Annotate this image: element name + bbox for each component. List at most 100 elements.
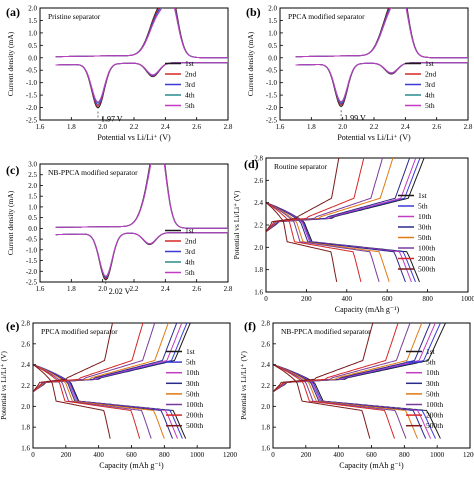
y-tick-label: 1.8 [21,424,30,432]
x-tick-label: 2.8 [464,123,473,131]
series-line-200th-discharge [273,364,395,439]
series-line-5th [295,8,468,103]
y-tick-label: 2.0 [28,5,37,13]
x-tick-label: 1200 [463,451,474,459]
x-tick-label: 2.4 [161,285,170,293]
y-tick-label: 1.0 [28,29,37,37]
legend-label: 1st [418,191,428,200]
legend-label: 50th [186,389,200,398]
plot-area [33,323,191,439]
series-line-50th-discharge [273,364,418,439]
x-tick-label: 400 [93,451,104,459]
chart-title: NB-PPCA modified separator [48,168,138,177]
annotation-text: 2.02 V [109,287,131,296]
y-tick-label: -1.0 [26,79,38,87]
y-tick-label: 2.6 [21,340,30,348]
y-tick-label: 2.4 [254,199,263,207]
x-axis-label: Potential vs Li/Li⁺ (V) [337,133,411,142]
y-tick-label: -2.0 [26,104,38,112]
y-tick-label: -1.5 [26,92,38,100]
y-axis-label: Potential vs Li/Li⁺ (V) [0,351,8,420]
x-tick-label: 1000 [461,295,474,303]
y-axis-label: Potential vs Li/Li⁺ (V) [232,190,241,259]
x-tick-label: 1.8 [307,123,316,131]
y-tick-label: -0.5 [26,67,38,75]
series-line-100th-discharge [266,202,380,283]
series-line-30th-discharge [33,364,173,439]
y-tick-label: -2.0 [26,268,38,276]
y-tick-label: 0.0 [268,54,277,62]
y-axis-label: Current density (mA) [6,190,15,255]
y-tick-label: 2.0 [261,403,270,411]
x-tick-label: 1.6 [276,123,285,131]
series-line-5th [55,164,228,278]
legend-label: 30th [186,379,200,388]
panel-1: (a) 1.6 1.8 2.0 2.2 2.4 2.6 2.8 2.0 1.5 1.0 0.5 0.0 -… [6,5,233,143]
chart-title: PPCA modified separator [41,327,118,336]
x-tick-label: 600 [382,295,393,303]
series-line-500th-charge [273,323,374,393]
series-line-30th-discharge [266,202,406,283]
y-tick-label: 2.2 [254,222,263,230]
legend-label: 4th [425,91,435,100]
legend-label: 4th [185,91,195,100]
x-tick-label: 2.8 [224,285,233,293]
y-tick-label: 1.8 [261,424,270,432]
x-tick-label: 0 [31,451,35,459]
legend-label: 3rd [185,247,195,256]
legend-label: 100th [186,400,203,409]
legend-label: 10th [418,212,432,221]
y-tick-label: 2.8 [21,320,30,328]
x-tick-label: 200 [301,451,312,459]
y-tick-label: 1.5 [28,193,37,201]
axes-frame [265,157,469,293]
y-tick-label: 2.8 [254,155,263,163]
panel-label: (e) [6,319,19,333]
y-tick-label: 2.0 [268,5,277,13]
series-line-30th-discharge [273,364,427,439]
y-tick-label: 1.0 [268,29,277,37]
panel-label: (b) [246,5,261,19]
y-tick-label: 1.5 [268,17,277,25]
legend-label: 10th [426,368,440,377]
x-tick-label: 800 [399,451,410,459]
x-tick-label: 2.6 [192,123,201,131]
legend-label: 100th [418,244,435,253]
legend-label: 2nd [425,70,437,79]
series-line-500th-discharge [273,364,371,439]
x-tick-label: 1.8 [67,285,76,293]
legend-label: 10th [186,368,200,377]
y-tick-label: -1.5 [266,92,278,100]
y-tick-label: 3.0 [28,161,37,169]
plot-area [273,323,446,439]
y-tick-label: 2.2 [261,382,270,390]
y-tick-label: 1.5 [28,17,37,25]
y-axis-label: Current density (mA) [246,31,255,96]
x-tick-label: 2.2 [130,285,139,293]
x-tick-label: 0 [264,295,268,303]
y-axis-label: Current density (mA) [6,31,15,96]
y-tick-label: 0.0 [28,54,37,62]
y-tick-label: 1.6 [261,445,270,453]
legend-label: 1st [185,226,195,235]
y-tick-label: -1.0 [266,79,278,87]
y-tick-label: -1.5 [26,257,38,265]
y-tick-label: 2.4 [21,361,30,369]
x-tick-label: 200 [301,295,312,303]
legend-label: 500th [186,421,203,430]
axes-frame [39,163,229,283]
y-tick-label: 2.0 [21,403,30,411]
x-tick-label: 1.6 [36,285,45,293]
series-line-100th-discharge [33,364,152,439]
legend-label: 500th [418,265,435,274]
y-tick-label: 0.0 [28,225,37,233]
legend-label: 200th [186,411,203,420]
plot-area [55,164,228,281]
y-tick-label: 2.5 [28,171,37,179]
panel-label: (d) [244,157,259,171]
x-tick-label: 2.4 [401,123,410,131]
y-tick-label: -2.5 [26,279,38,287]
y-tick-label: 1.6 [21,445,30,453]
y-tick-label: 0.5 [268,42,277,50]
legend-label: 5th [425,101,435,110]
